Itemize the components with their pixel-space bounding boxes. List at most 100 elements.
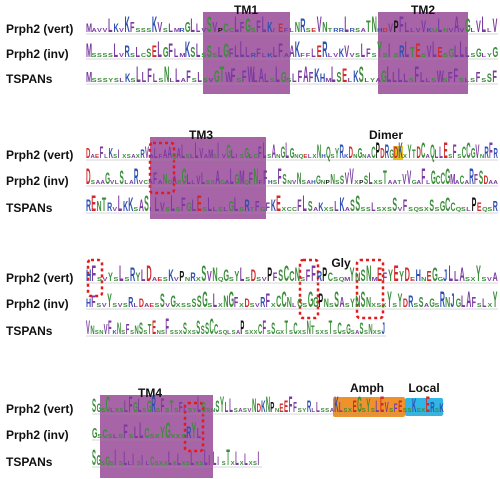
logo-letter: C xyxy=(281,288,286,312)
logo-letter: L xyxy=(192,195,196,215)
logo-letter: X xyxy=(195,461,199,467)
logo-letter: L xyxy=(190,154,194,160)
logo-letter: G xyxy=(438,277,444,283)
logo-letter: A xyxy=(129,180,134,186)
dimer-label: Dimer xyxy=(369,128,403,142)
logo-letter: I xyxy=(258,449,260,471)
logo-letter: S xyxy=(343,408,347,414)
logo-letter: L xyxy=(369,168,373,188)
logo-letter: A xyxy=(306,180,311,186)
logo-letter: N xyxy=(421,277,427,283)
logo-letter: R xyxy=(307,396,311,416)
logo-letter: C xyxy=(462,142,466,162)
logo-letter: L xyxy=(482,297,486,310)
logo-letter: A xyxy=(148,180,153,186)
logo-letter: S xyxy=(114,78,120,84)
logo-letter: L xyxy=(128,461,132,467)
logo-letter: T xyxy=(285,318,289,340)
logo-letter: A xyxy=(424,303,430,309)
logo-letter: L xyxy=(240,265,244,286)
logo-letter: I xyxy=(217,455,219,469)
logo-letter: L xyxy=(229,396,233,418)
logo-letter: S xyxy=(371,408,375,414)
logo-letter: F xyxy=(474,172,478,188)
logo-letter: Q xyxy=(430,142,435,164)
logo-letter: R xyxy=(179,28,185,34)
logo-letter: N xyxy=(445,296,450,311)
logo-letter: I xyxy=(141,453,143,469)
logo-letter: C xyxy=(254,154,258,160)
logo-letter: S xyxy=(102,53,108,59)
logo-letter: G xyxy=(223,41,229,62)
logo-letter: E xyxy=(427,270,432,285)
logo-letter: S xyxy=(181,303,186,309)
logo-letter: A xyxy=(289,41,295,60)
logo-letter: S xyxy=(345,303,350,309)
gly-label: Gly xyxy=(331,256,351,270)
logo-letter: S xyxy=(163,277,169,283)
logo-letter: S xyxy=(342,330,346,336)
logo-letter: S xyxy=(97,434,102,440)
logo-letter: G xyxy=(171,291,176,311)
logo-letter: E xyxy=(477,201,482,214)
logo-letter: S xyxy=(129,434,134,440)
logo-letter: S xyxy=(163,28,169,34)
tm1-box xyxy=(203,12,290,94)
logo-letter: V xyxy=(493,16,498,37)
logo-letter: N xyxy=(211,408,215,414)
logo-letter: A xyxy=(464,180,469,186)
logo-letter: F xyxy=(297,195,301,215)
logo-letter: F xyxy=(448,71,453,86)
logo-letter: S xyxy=(387,207,392,213)
logo-letter: C xyxy=(287,207,293,213)
logo-letter: L xyxy=(410,28,415,34)
logo-letter: F xyxy=(186,66,191,85)
logo-letter: V xyxy=(460,28,466,34)
logo-letter: T xyxy=(328,28,333,34)
logo-letter: Q xyxy=(413,207,419,213)
logo-letter: T xyxy=(412,148,416,162)
logo-letter: Y xyxy=(370,78,376,84)
logo-letter: T xyxy=(329,318,333,340)
logo-letter: E xyxy=(197,192,202,216)
logo-letter: A xyxy=(158,180,163,186)
logo-letter: X xyxy=(281,207,287,213)
tm3-box xyxy=(150,137,266,219)
logo-letter: C xyxy=(276,291,281,311)
local-box xyxy=(405,398,443,416)
logo-letter: L xyxy=(289,28,294,34)
logo-letter: F xyxy=(123,422,127,443)
logo-letter: V xyxy=(407,168,411,190)
logo-letter: L xyxy=(420,71,425,86)
logo-letter: S xyxy=(337,71,342,86)
logo-letter: S xyxy=(97,53,103,59)
logo-letter: T xyxy=(226,446,230,471)
logo-letter: F xyxy=(161,396,165,418)
logo-letter: L xyxy=(240,38,244,62)
logo-letter: C xyxy=(337,318,341,338)
logo-letter: L xyxy=(196,41,200,62)
logo-letter: S xyxy=(431,78,437,84)
logo-letter: N xyxy=(223,291,228,311)
logo-letter: L xyxy=(432,38,436,62)
logo-letter: K xyxy=(295,38,300,62)
logo-letter: S xyxy=(110,461,114,467)
logo-letter: S xyxy=(306,28,312,34)
logo-letter: L xyxy=(190,16,194,37)
logo-letter: N xyxy=(287,180,292,186)
logo-letter: S xyxy=(333,277,339,283)
logo-letter: E xyxy=(398,396,402,416)
logo-letter: G xyxy=(493,46,499,61)
logo-letter: Y xyxy=(493,288,498,312)
logo-letter: F xyxy=(165,315,169,340)
logo-letter: L xyxy=(461,291,465,311)
logo-letter: A xyxy=(91,154,96,160)
logo-letter: S xyxy=(170,330,174,336)
logo-letter: K xyxy=(339,47,345,60)
logo-letter: L xyxy=(249,154,253,160)
logo-letter: S xyxy=(245,277,251,283)
logo-letter: S xyxy=(92,396,96,418)
logo-letter: A xyxy=(460,265,465,286)
logo-letter: L xyxy=(124,180,128,186)
logo-letter: F xyxy=(126,322,130,338)
